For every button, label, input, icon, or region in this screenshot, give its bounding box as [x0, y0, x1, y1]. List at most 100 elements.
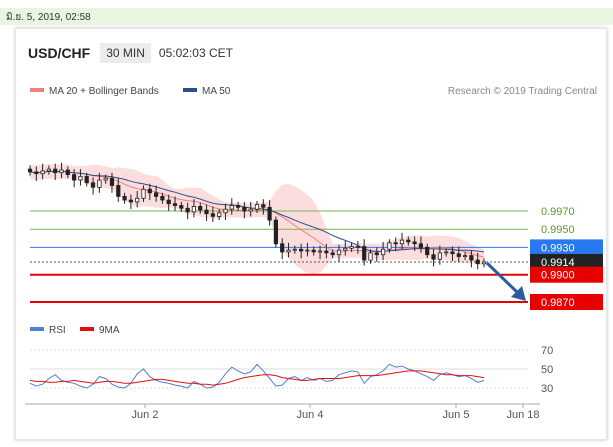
candle-body [153, 192, 159, 197]
candle-body [406, 239, 411, 243]
candle-body [336, 249, 342, 256]
level-label-0.9930: 0.9930 [541, 242, 575, 254]
candle-body [59, 169, 64, 174]
candle-body [437, 252, 443, 260]
candle-body [223, 208, 228, 214]
candle-body [217, 212, 222, 217]
candle-body [462, 255, 468, 258]
rsi-panel: 70 50 30 [29, 345, 553, 395]
candle-body [242, 206, 247, 212]
candle-body [135, 197, 140, 203]
candle-body [254, 204, 260, 210]
candle-body [450, 251, 455, 255]
candle-body [481, 261, 487, 265]
candle-body [27, 168, 33, 173]
candle-body [380, 248, 386, 256]
candle-body [235, 205, 241, 208]
candle-body [40, 170, 45, 175]
rsi-level-label: 30 [541, 383, 553, 395]
datetime-bar: มิ.ย. 5, 2019, 02:58 [0, 8, 613, 25]
candle-body [469, 255, 474, 261]
candle-body [362, 246, 367, 261]
candle-body [34, 171, 39, 175]
candle-body [305, 249, 310, 252]
chart-time: 05:02:03 CET [158, 46, 233, 60]
candle-body [72, 174, 77, 181]
top-legend: MA 20 + Bollinger Bands MA 50 Research ©… [30, 86, 597, 97]
candle-body [160, 195, 165, 201]
level-box-0.9914 [530, 253, 603, 270]
candle-body [368, 252, 373, 261]
candle-body [179, 205, 184, 209]
candle-body [286, 249, 291, 253]
candle-body [248, 208, 253, 212]
candle-body [204, 209, 209, 215]
candle-body [349, 246, 354, 249]
candle-body [65, 169, 70, 175]
candle-body [267, 206, 272, 221]
level-box-0.9930 [530, 239, 603, 256]
candle-body [166, 199, 171, 205]
candle-body [109, 177, 115, 186]
candle-body [343, 247, 348, 251]
candle-body [475, 259, 480, 265]
datetime-text: มิ.ย. 5, 2019, 02:58 [6, 12, 91, 23]
candle-body [298, 248, 304, 252]
legend-swatch-9ma [80, 327, 94, 331]
candle-body [185, 207, 190, 213]
candle-body [456, 253, 461, 257]
candlesticks [27, 162, 487, 270]
x-tick-label: Jun 2 [132, 409, 159, 421]
rsi-line [29, 363, 485, 389]
candle-body [229, 205, 234, 210]
legend-label-9ma: 9MA [99, 325, 120, 336]
candle-body [273, 219, 279, 245]
candle-body [210, 213, 215, 217]
candle-body [431, 254, 436, 260]
x-tick-label: Jun 4 [297, 409, 324, 421]
x-tick-label: Jun 18 [506, 409, 539, 421]
candle-body [412, 241, 417, 245]
x-axis: Jun 2 Jun 4 Jun 5 Jun 18 [25, 403, 540, 421]
candle-body [425, 246, 430, 256]
rsi-9ma-line [29, 370, 485, 386]
rsi-level-label: 70 [541, 345, 553, 357]
candle-body [418, 243, 424, 248]
candle-body [399, 239, 405, 245]
candle-body [53, 168, 58, 174]
candle-body [103, 177, 108, 181]
candle-body [198, 205, 203, 211]
candle-body [122, 195, 127, 201]
level-box-0.9870 [530, 294, 603, 310]
candle-body [330, 252, 335, 256]
chart-header: USD/CHF 30 MIN 05:02:03 CET [28, 43, 233, 63]
rsi-level-label: 50 [541, 364, 553, 376]
candle-body [374, 252, 379, 256]
level-label-0.9900: 0.9900 [541, 270, 575, 282]
timeframe-badge[interactable]: 30 MIN [100, 43, 151, 63]
candle-body [84, 175, 89, 184]
legend-label-ma20: MA 20 + Bollinger Bands [49, 86, 159, 97]
candle-body [393, 242, 398, 245]
copyright-text: Research © 2019 Trading Central [448, 86, 597, 97]
candle-body [97, 179, 102, 188]
candle-body [78, 175, 83, 181]
candle-body [141, 188, 146, 199]
legend-label-rsi: RSI [49, 325, 66, 336]
forecast-arrow [485, 261, 526, 301]
level-label-0.9950: 0.9950 [541, 224, 575, 236]
candle-body [317, 250, 323, 253]
level-label-0.9870: 0.9870 [541, 297, 575, 309]
level-label-0.9914: 0.9914 [541, 257, 575, 269]
candle-body [387, 242, 392, 250]
level-box-0.9900 [530, 266, 603, 283]
legend-swatch-rsi [30, 327, 44, 331]
candle-body [261, 204, 266, 208]
candle-body [444, 251, 449, 254]
candle-body [355, 246, 361, 248]
legend-swatch-ma20 [30, 88, 44, 92]
bottom-legend: RSI 9MA [30, 325, 120, 336]
candle-body [311, 249, 316, 253]
